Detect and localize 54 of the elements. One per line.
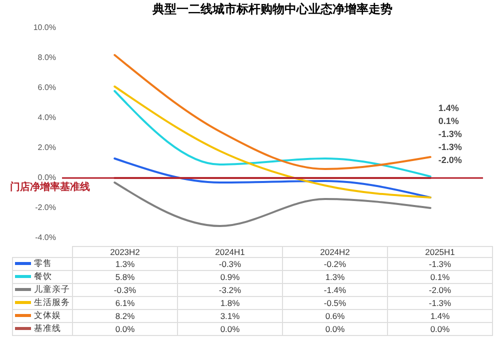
- line-series: [114, 86, 432, 198]
- data-label: 0.6%: [282, 310, 388, 322]
- data-label: 1.8%: [178, 296, 282, 310]
- y-tick-label: 8.0%: [38, 53, 56, 62]
- annotation: -1.3%: [438, 128, 462, 139]
- y-tick-label: -2.0%: [35, 203, 56, 212]
- y-tick-label: 6.0%: [38, 83, 56, 92]
- legend-label: 生活服务: [12, 296, 72, 310]
- data-label: -1.3%: [388, 296, 492, 310]
- data-label: 5.8%: [72, 270, 178, 284]
- line-series: [114, 182, 432, 227]
- annotation: -1.3%: [438, 142, 462, 152]
- data-label: -0.2%: [282, 258, 388, 270]
- x-tick-label: 2023H2: [72, 246, 178, 258]
- x-tick-label: 2024H2: [282, 246, 388, 258]
- x-tick-label: 2025H1: [388, 246, 492, 258]
- chart-title: 典型一二线城市标杆购物中心业态净增率走势: [152, 2, 392, 16]
- data-label: 1.3%: [282, 270, 388, 284]
- data-label: 0.0%: [178, 322, 282, 336]
- y-tick-label: 4.0%: [38, 113, 56, 122]
- data-label: -0.3%: [178, 258, 282, 270]
- data-label: -3.2%: [178, 284, 282, 296]
- data-label: 0.9%: [178, 270, 282, 284]
- annotation: 0.1%: [438, 116, 459, 126]
- legend-label: 基准线: [12, 322, 72, 336]
- data-label: -1.3%: [388, 258, 492, 270]
- x-tick-label: 2024H1: [178, 246, 282, 258]
- annotation: -2.0%: [438, 154, 462, 165]
- data-label: 0.1%: [388, 270, 492, 284]
- y-tick-label: 2.0%: [38, 143, 56, 152]
- data-label: 3.1%: [178, 310, 282, 322]
- data-label: 0.0%: [282, 322, 388, 336]
- data-label: 1.4%: [388, 310, 492, 322]
- data-label: -0.5%: [282, 296, 388, 310]
- line-series: [114, 90, 432, 178]
- y-tick-label: -4.0%: [35, 233, 56, 242]
- annotation: 1.4%: [438, 102, 459, 113]
- legend-label: 零售: [12, 258, 72, 270]
- y-tick-label: 10.0%: [33, 23, 56, 32]
- line-series: [114, 158, 432, 198]
- legend-label: 餐饮: [12, 270, 72, 284]
- legend-label: 儿童亲子: [12, 284, 72, 296]
- data-label: -2.0%: [388, 284, 492, 296]
- data-label: 8.2%: [72, 310, 178, 322]
- data-label: -1.4%: [282, 284, 388, 296]
- data-label: 1.3%: [72, 258, 178, 270]
- y-tick-label: 0.0%: [38, 173, 56, 182]
- data-label: 6.1%: [72, 296, 178, 310]
- ref-line-label: 门店净增率基准线: [10, 181, 90, 193]
- data-label: 0.0%: [72, 322, 178, 336]
- data-label: 0.0%: [388, 322, 492, 336]
- legend-label: 文体娱: [12, 310, 72, 322]
- line-series: [114, 54, 432, 170]
- data-label: -0.3%: [72, 284, 178, 296]
